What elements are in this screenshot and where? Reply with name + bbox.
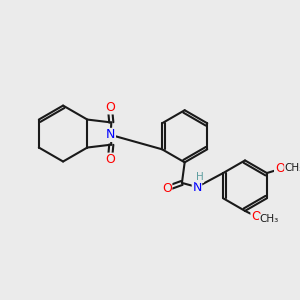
Text: O: O xyxy=(162,182,172,195)
Text: CH₃: CH₃ xyxy=(285,163,300,172)
Text: O: O xyxy=(105,153,115,166)
Text: O: O xyxy=(276,162,286,176)
Text: H: H xyxy=(196,172,204,182)
Text: O: O xyxy=(105,101,115,114)
Text: O: O xyxy=(251,210,261,223)
Text: N: N xyxy=(192,181,202,194)
Text: N: N xyxy=(106,128,116,141)
Text: CH₃: CH₃ xyxy=(260,214,279,224)
